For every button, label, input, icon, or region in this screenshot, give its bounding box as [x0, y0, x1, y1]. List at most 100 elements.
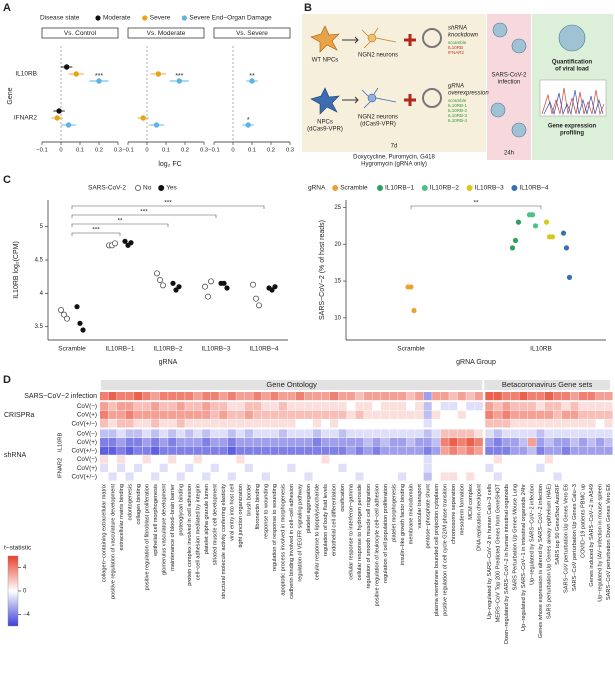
heatmap-cell [227, 392, 236, 401]
label: infection [498, 80, 520, 86]
panel-title: Vs. Moderate [147, 30, 186, 37]
heatmap-cell [202, 455, 211, 464]
heatmap-cell [244, 455, 253, 464]
virus-icon [558, 24, 586, 52]
legend-label: Moderate [103, 15, 131, 22]
heatmap-cell [304, 392, 313, 401]
column-label: Genes induced by SARS−CoV−2 in A549 [589, 484, 595, 587]
heatmap-cell [287, 392, 296, 401]
heatmap-cell [527, 438, 536, 447]
heatmap-cell [321, 392, 330, 401]
heatmap-cell [210, 429, 219, 438]
column-label: positive regulation of cell cycle G2/M p… [442, 484, 448, 616]
heatmap-cell [570, 402, 579, 411]
point [249, 78, 255, 84]
heatmap-cell [151, 446, 160, 455]
heatmap-cell [210, 446, 219, 455]
heatmap-cell [406, 392, 415, 401]
virus-icon [511, 38, 527, 54]
construct: IL10RB-4 [448, 118, 468, 123]
heatmap-cell [553, 419, 562, 428]
arrow [342, 96, 359, 104]
heatmap-cell [185, 438, 194, 447]
heatmap-cell [604, 472, 613, 481]
heatmap-cell [510, 429, 519, 438]
column-label: MERS−CoV Top 200 Predicted Genes from Ge… [496, 483, 502, 622]
heatmap-cell [134, 438, 143, 447]
x-tick-label: IL10RB−4 [249, 346, 278, 353]
point [170, 280, 176, 286]
heatmap-cell [561, 429, 571, 438]
heatmap-cell [474, 455, 483, 464]
heatmap-cell [346, 402, 356, 411]
x-tick-label: Scramble [58, 346, 86, 353]
point [156, 276, 163, 283]
heatmap-cell [510, 472, 519, 481]
heatmap-cell [278, 410, 287, 419]
heatmap-cell [415, 438, 424, 447]
heatmap-cell [159, 410, 168, 419]
heatmap-cell [100, 419, 109, 428]
legend-marker [332, 184, 339, 191]
npc-icon [310, 25, 340, 53]
heatmap-cell [329, 402, 339, 411]
heatmap-cell [338, 446, 347, 455]
heatmap-cell [117, 392, 126, 401]
heatmap-cell [210, 410, 219, 419]
bracket [71, 232, 121, 236]
column-label: platelet morphogenesis [391, 484, 397, 542]
heatmap-cell [398, 429, 407, 438]
label: 24h [504, 151, 514, 157]
heatmap-cell [168, 438, 177, 447]
heatmap-cell [604, 446, 613, 455]
heatmap-cell [485, 419, 494, 428]
heatmap-cell [449, 419, 458, 428]
label: knockdown [448, 33, 479, 39]
heatmap-cell [510, 419, 519, 428]
heatmap-cell [553, 429, 562, 438]
heatmap-cell [193, 429, 202, 438]
point [563, 245, 570, 251]
column-label: brush border [247, 484, 253, 516]
heatmap-cell [151, 410, 160, 419]
heatmap-cell [236, 446, 245, 455]
column-label: membrane microdomain [408, 484, 414, 544]
heatmap-cell [329, 446, 339, 455]
column-label: tight junction organization [238, 484, 244, 547]
heatmap-cell [134, 410, 143, 419]
point [252, 295, 259, 302]
heatmap-cell [185, 446, 194, 455]
heatmap-cell [253, 429, 262, 438]
heatmap-cell [570, 463, 579, 472]
point [269, 287, 275, 293]
heatmap-cell [134, 446, 143, 455]
heatmap-cell [329, 392, 339, 401]
heatmap-cell [278, 472, 287, 481]
point [224, 285, 230, 291]
heatmap-cell [466, 419, 475, 428]
heatmap-cell [449, 438, 458, 447]
heatmap-cell [108, 419, 117, 428]
heatmap-cell [253, 438, 262, 447]
heatmap-cell [578, 402, 588, 411]
heatmap-cell [261, 402, 270, 411]
heatmap-cell [595, 455, 605, 464]
heatmap-cell [474, 446, 483, 455]
column-label: COVID−19 patients PBMC up [581, 484, 587, 558]
heatmap-cell [364, 472, 373, 481]
heatmap-cell [219, 455, 228, 464]
heatmap-cell [193, 402, 202, 411]
column-label: cellular response to interferon−gamma [349, 483, 355, 579]
heatmap-cell [312, 410, 322, 419]
heatmap-cell [278, 429, 287, 438]
heatmap-cell [202, 472, 211, 481]
heatmap-cell [108, 446, 117, 455]
label: Hygromycin (gRNA only) [361, 162, 427, 168]
y-tick-label: 4 [40, 291, 44, 297]
heatmap-cell [440, 392, 449, 401]
heatmap-cell [244, 410, 253, 419]
legend-marker [142, 15, 148, 21]
column-label: regulation of smooth muscle cell migrati… [366, 484, 372, 588]
heatmap-cell [159, 438, 168, 447]
heatmap-cell [304, 446, 313, 455]
